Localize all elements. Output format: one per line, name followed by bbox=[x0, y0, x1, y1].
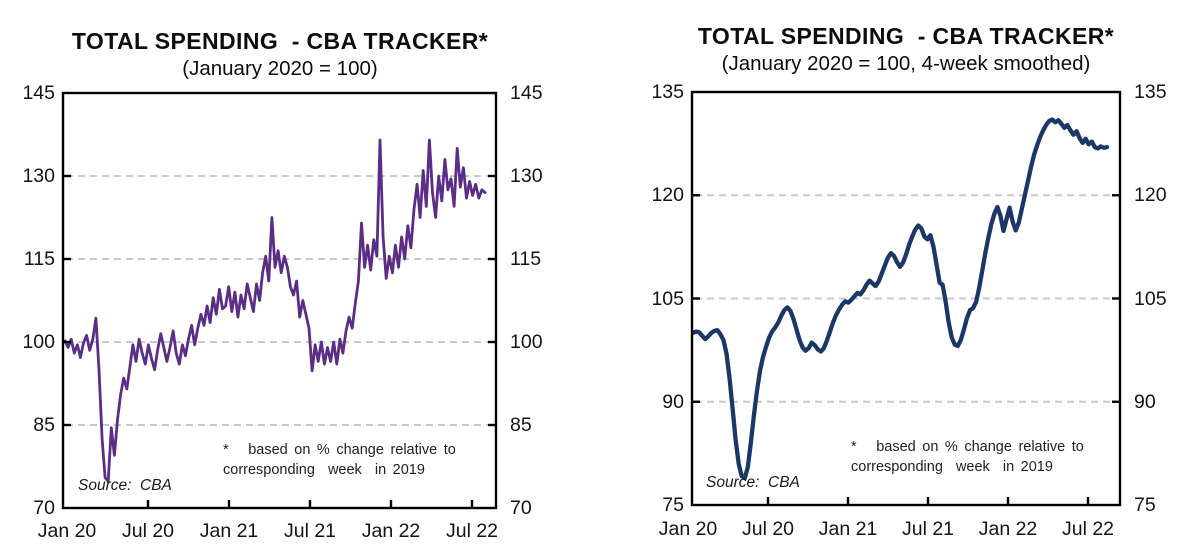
x-axis-label-Jul-22: Jul 22 bbox=[1061, 518, 1115, 540]
chart-right-footnote: * based on % change relative to correspo… bbox=[851, 439, 1084, 476]
x-axis-label-Jul-20: Jul 20 bbox=[121, 520, 175, 542]
y-axis-label-left-70: 70 bbox=[33, 497, 55, 519]
plot-frame bbox=[61, 91, 498, 510]
x-axis-label-Jan-21: Jan 21 bbox=[199, 520, 259, 542]
y-axis-label-left-100: 100 bbox=[22, 331, 55, 353]
y-axis-label-left-105: 105 bbox=[651, 287, 684, 310]
x-axis-label-Jul-22: Jul 22 bbox=[445, 520, 499, 542]
x-axis-label-Jan-22: Jan 22 bbox=[978, 518, 1038, 540]
y-axis-label-right-75: 75 bbox=[1134, 494, 1156, 516]
y-axis-label-right-115: 115 bbox=[510, 248, 542, 270]
y-axis-label-left-130: 130 bbox=[22, 165, 55, 187]
y-axis-label-right-120: 120 bbox=[1134, 184, 1167, 207]
chart-left-title: TOTAL SPENDING - CBA TRACKER* bbox=[71, 28, 489, 54]
x-axis-label-Jul-21: Jul 21 bbox=[283, 520, 337, 542]
y-axis-label-right-130: 130 bbox=[510, 165, 543, 187]
x-axis-label-Jul-21: Jul 21 bbox=[901, 518, 955, 540]
y-axis-label-left-85: 85 bbox=[33, 414, 55, 436]
y-axis-label-left-120: 120 bbox=[651, 184, 684, 207]
x-axis-label-Jul-20: Jul 20 bbox=[741, 518, 795, 540]
x-axis-label-Jan-22: Jan 22 bbox=[361, 520, 421, 542]
series-line-weekly bbox=[63, 138, 487, 483]
y-axis-label-left-75: 75 bbox=[662, 494, 684, 516]
chart-left-source: Source: CBA bbox=[78, 477, 172, 494]
y-axis-label-left-135: 135 bbox=[651, 81, 684, 103]
series-line-smoothed bbox=[690, 117, 1110, 481]
y-axis-label-right-105: 105 bbox=[1134, 287, 1167, 310]
x-axis-label-Jan-20: Jan 20 bbox=[37, 520, 97, 542]
y-axis-label-right-135: 135 bbox=[1134, 81, 1167, 103]
y-axis-label-right-145: 145 bbox=[510, 82, 543, 104]
chart-right-title: TOTAL SPENDING - CBA TRACKER* bbox=[697, 23, 1115, 49]
chart-right-subtitle: (January 2020 = 100, 4-week smoothed) bbox=[721, 52, 1091, 75]
y-axis-label-right-70: 70 bbox=[510, 497, 532, 519]
y-axis-label-right-85: 85 bbox=[510, 414, 532, 436]
y-axis-label-right-100: 100 bbox=[510, 331, 543, 353]
chart-right-source: Source: CBA bbox=[706, 474, 800, 491]
chart-left-footnote: * based on % change relative to correspo… bbox=[223, 442, 456, 479]
y-axis-label-left-145: 145 bbox=[22, 82, 55, 104]
y-axis-label-left-115: 115 bbox=[23, 248, 55, 270]
x-axis-label-Jan-21: Jan 21 bbox=[818, 518, 878, 540]
chart-left-subtitle: (January 2020 = 100) bbox=[182, 57, 378, 80]
y-axis-label-right-90: 90 bbox=[1134, 390, 1156, 413]
y-axis-label-left-90: 90 bbox=[662, 390, 684, 413]
x-axis-label-Jan-20: Jan 20 bbox=[658, 518, 718, 540]
